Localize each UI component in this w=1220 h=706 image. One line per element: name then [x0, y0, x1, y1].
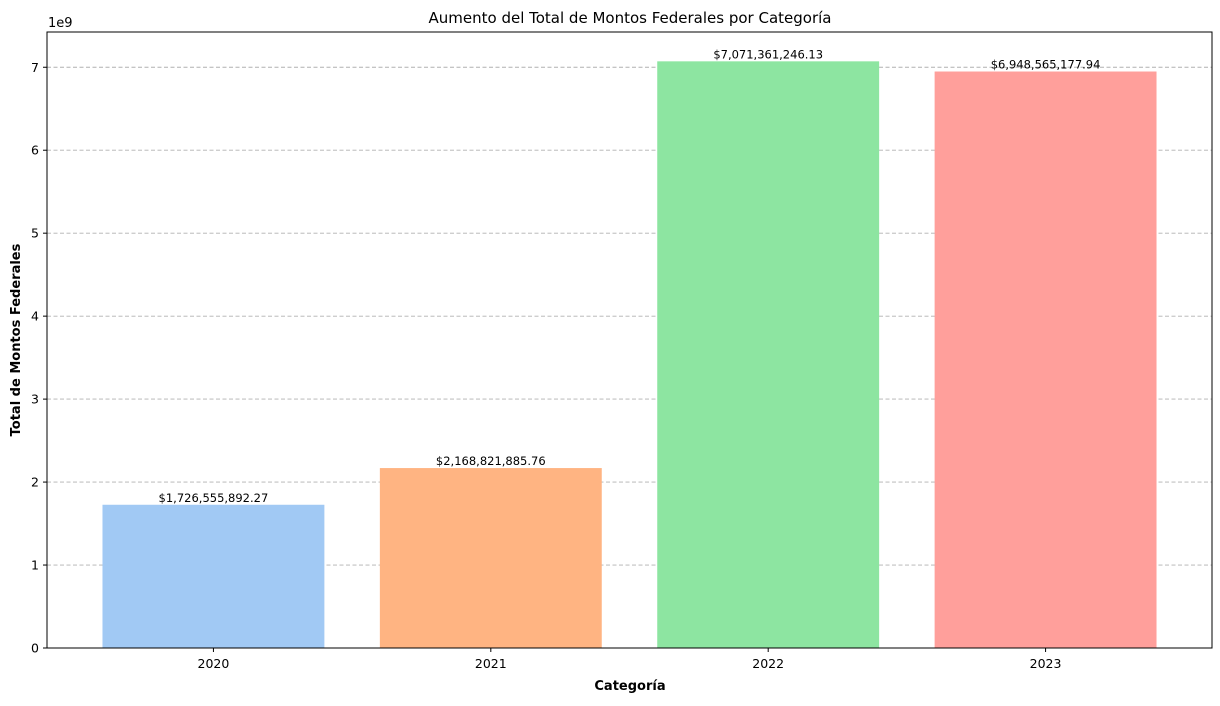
y-tick-label-6: 6	[31, 143, 39, 158]
y-tick-label-1: 1	[31, 558, 39, 573]
y-axis-multiplier: 1e9	[48, 16, 73, 31]
x-tick-label-2022: 2022	[752, 656, 784, 671]
axes: 0 1 2 3 4 5 6 7 2020 2021 2022 2023	[31, 31, 1213, 671]
x-axis-label: Categoría	[594, 679, 665, 694]
x-tick-label-2020: 2020	[198, 656, 230, 671]
y-tick-label-0: 0	[31, 641, 39, 656]
x-tick-label-2023: 2023	[1030, 656, 1062, 671]
y-tick-label-5: 5	[31, 226, 39, 241]
bar-value-label-2020: $1,726,555,892.27	[159, 491, 269, 505]
bar-2020	[102, 504, 325, 648]
chart-title: Aumento del Total de Montos Federales po…	[429, 9, 832, 27]
bar-value-labels: $1,726,555,892.27 $2,168,821,885.76 $7,071…	[159, 47, 1101, 504]
bar-2022	[657, 61, 880, 649]
y-axis-label: Total de Montos Federales	[9, 243, 24, 436]
y-tick-label-3: 3	[31, 392, 39, 407]
bar-value-label-2023: $6,948,565,177.94	[991, 58, 1101, 72]
bar-value-label-2022: $7,071,361,246.13	[713, 47, 823, 61]
bar-value-label-2021: $2,168,821,885.76	[436, 454, 546, 468]
x-tick-label-2021: 2021	[475, 656, 507, 671]
y-tick-label-2: 2	[31, 475, 39, 490]
plot-frame	[46, 31, 1213, 649]
y-tick-label-4: 4	[31, 309, 39, 324]
bar-2023	[934, 71, 1157, 649]
y-tick-label-7: 7	[31, 60, 39, 75]
bars	[102, 61, 1157, 649]
bar-2021	[379, 468, 602, 648]
